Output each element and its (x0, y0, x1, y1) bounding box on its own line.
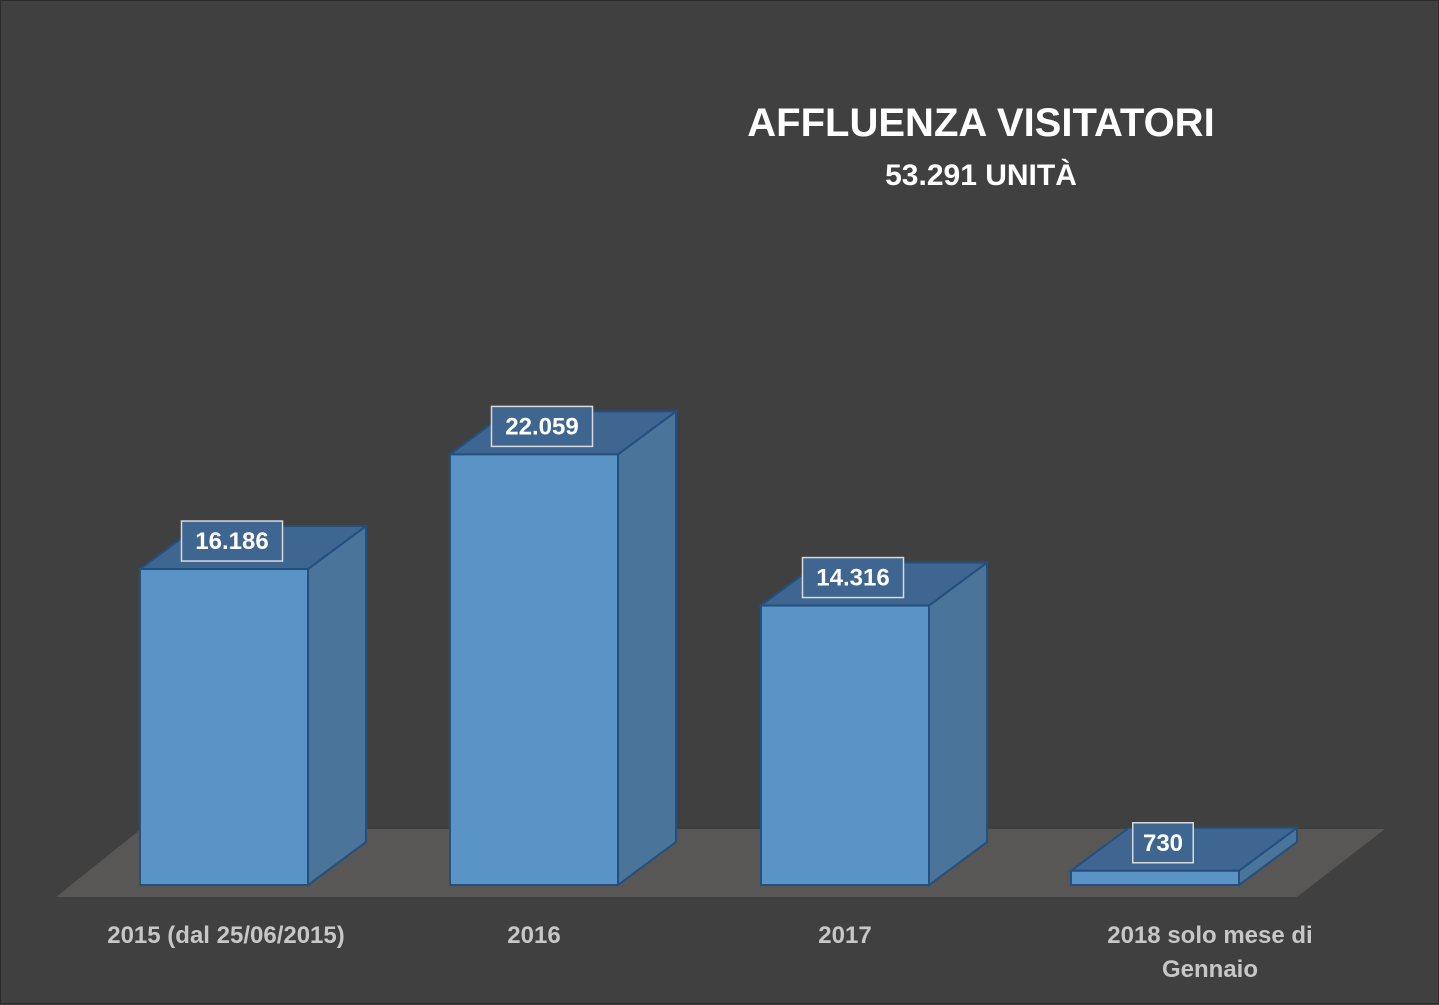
category-label: 2017 (818, 922, 871, 949)
bar-side (307, 524, 367, 887)
data-label-box (490, 405, 594, 448)
data-label: 22.059 (505, 413, 578, 440)
bar (139, 568, 309, 886)
category-label: 2018 solo mese di Gennaio (1107, 922, 1312, 983)
category-label: 2016 (507, 922, 560, 949)
data-label: 730 (1143, 830, 1183, 857)
data-label-box (801, 556, 905, 599)
chart-subtitle: 53.291 UNITÀ (885, 159, 1077, 192)
bar (449, 453, 619, 886)
data-label: 16.186 (195, 528, 268, 555)
data-label: 14.316 (816, 565, 889, 592)
chart-floor (56, 829, 1385, 897)
chart-title: AFFLUENZA VISITATORI (747, 101, 1215, 145)
data-label-box (1132, 822, 1194, 864)
category-label: 2015 (dal 25/06/2015) (107, 922, 345, 949)
bar-side (928, 560, 988, 887)
data-label-box (180, 520, 284, 562)
bar-side (617, 409, 677, 887)
bar (1070, 869, 1240, 887)
bar (760, 604, 930, 887)
